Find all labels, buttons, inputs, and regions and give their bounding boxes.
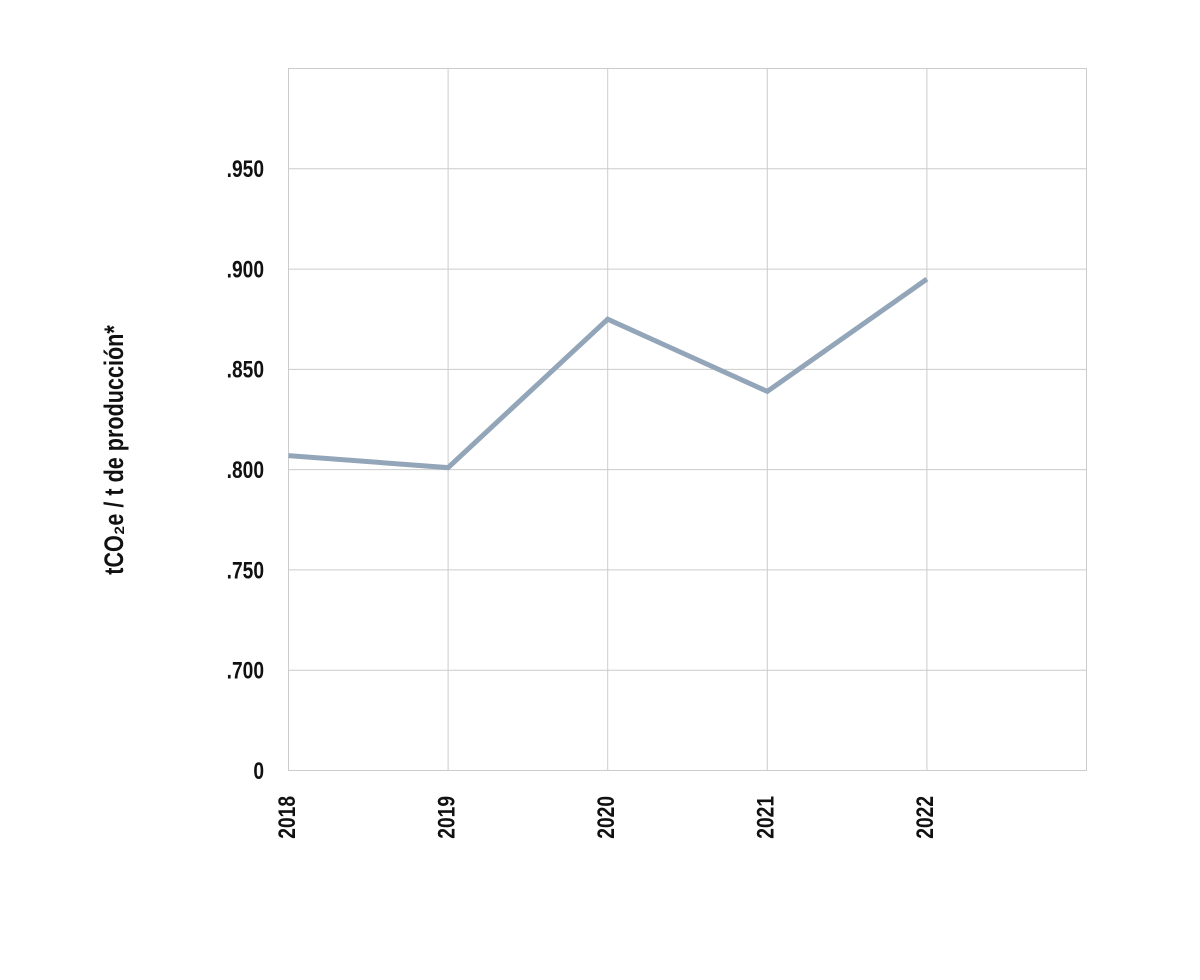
y-tick-label: 0 bbox=[253, 757, 264, 785]
y-tick-label: .850 bbox=[227, 356, 264, 384]
x-tick-label: 2019 bbox=[432, 796, 460, 839]
x-tick-label: 2020 bbox=[592, 796, 620, 839]
y-tick-label: .900 bbox=[227, 255, 264, 283]
y-tick-label: .800 bbox=[227, 456, 264, 484]
x-tick-label: 2022 bbox=[911, 796, 939, 839]
line-series bbox=[288, 277, 929, 471]
y-axis-title: tCO₂e / t de producción* bbox=[100, 325, 130, 575]
plot-frame bbox=[288, 68, 1087, 771]
y-tick-label: .750 bbox=[227, 556, 264, 584]
x-tick-label: 2021 bbox=[752, 796, 780, 839]
x-tick-label: 2018 bbox=[273, 796, 301, 839]
y-tick-label: .950 bbox=[227, 155, 264, 183]
y-tick-label: .700 bbox=[227, 656, 264, 684]
